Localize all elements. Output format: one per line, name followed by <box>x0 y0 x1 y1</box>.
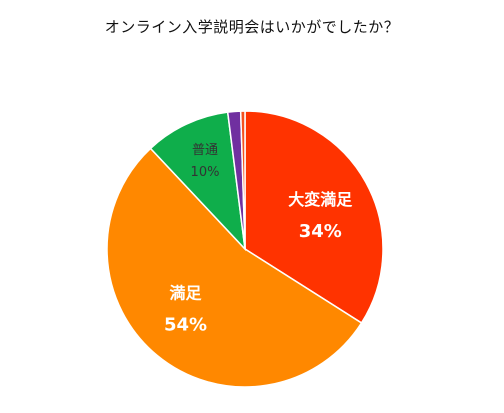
pie-slice-2 <box>149 111 247 252</box>
pie-labels: 大変満足 34% 満足 54% 普通 10% <box>164 143 353 335</box>
slice-value-label-1: 54% <box>164 314 207 335</box>
slice-value-label-0: 34% <box>299 221 342 242</box>
slice-label-2: 普通 <box>192 143 218 158</box>
pie-slices <box>106 110 384 388</box>
slice-label-1: 満足 <box>169 283 202 302</box>
slice-value-label-2: 10% <box>191 165 220 180</box>
chart-title: オンライン入学説明会はいかがでしたか？ <box>104 18 400 36</box>
slice-label-0: 大変満足 <box>288 190 353 209</box>
pie-slice-4 <box>239 110 246 250</box>
pie-slice-1 <box>106 147 363 388</box>
pie-slice-0 <box>244 110 384 324</box>
